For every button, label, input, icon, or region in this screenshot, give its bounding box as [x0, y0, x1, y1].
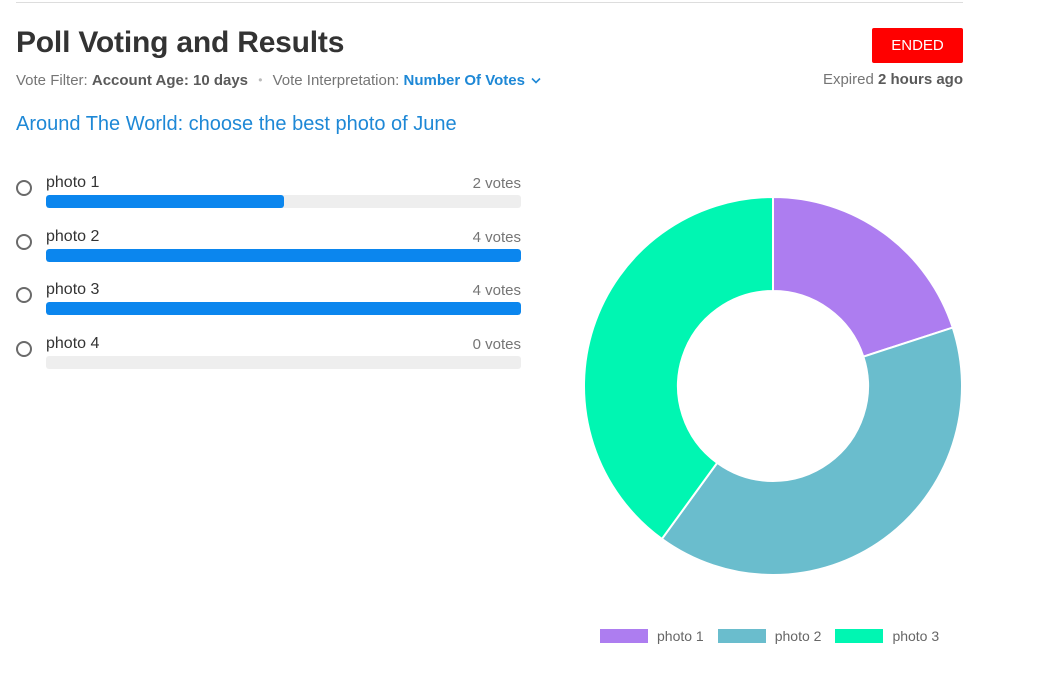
results-donut-chart [584, 197, 962, 575]
poll-option-photo-2[interactable]: photo 2 4 votes [16, 225, 522, 279]
option-votes: 4 votes [472, 228, 521, 246]
status-badge: ENDED [872, 28, 963, 63]
vote-bar-fill [46, 302, 521, 315]
vote-bar-track [46, 355, 521, 369]
donut-slice-photo-2 [660, 326, 962, 575]
poll-option-photo-1[interactable]: photo 1 2 votes [16, 171, 522, 225]
poll-options: photo 1 2 votes photo 2 4 votes photo 3 … [16, 171, 522, 385]
legend-swatch [600, 629, 648, 643]
radio-icon[interactable] [16, 340, 32, 357]
option-votes: 0 votes [472, 335, 521, 353]
expiry-value: 2 hours ago [877, 71, 963, 88]
vote-bar-fill [46, 195, 284, 208]
vote-filter-value: Account Age: 10 days [91, 72, 249, 89]
legend-item[interactable]: photo 2 [717, 628, 822, 644]
option-votes: 2 votes [472, 175, 521, 192]
option-label: photo 1 [46, 174, 100, 191]
chart-legend: photo 1 photo 2 photo 3 [600, 626, 953, 646]
option-label: photo 4 [46, 334, 100, 352]
expiry-prefix: Expired [822, 71, 874, 88]
vote-interpretation-dropdown[interactable]: Number Of Votes [404, 72, 541, 89]
poll-meta: Vote Filter: Account Age: 10 days • Vote… [16, 71, 541, 89]
vote-bar-track [46, 248, 521, 262]
vote-interpretation-value: Number Of Votes [403, 72, 525, 89]
legend-label: photo 2 [774, 628, 822, 644]
poll-option-photo-4[interactable]: photo 4 0 votes [16, 332, 522, 386]
option-votes: 4 votes [472, 282, 521, 299]
vote-bar-track [46, 302, 521, 315]
donut-slice-photo-3 [584, 197, 774, 541]
vote-bar-track [46, 195, 521, 208]
vote-filter-label: Vote Filter: [16, 72, 88, 89]
poll-option-photo-3[interactable]: photo 3 4 votes [16, 278, 522, 332]
legend-label: photo 1 [657, 628, 704, 644]
vote-interpretation-label: Vote Interpretation: [272, 72, 400, 89]
legend-swatch [835, 629, 884, 643]
legend-item[interactable]: photo 3 [835, 628, 939, 644]
poll-question: Around The World: choose the best photo … [16, 113, 457, 135]
radio-icon[interactable] [16, 233, 32, 250]
radio-icon[interactable] [16, 287, 32, 303]
chevron-down-icon [531, 71, 541, 88]
legend-swatch [717, 629, 766, 643]
legend-item[interactable]: photo 1 [600, 628, 704, 644]
donut-slice-photo-1 [772, 197, 955, 358]
page-title: Poll Voting and Results [16, 26, 345, 59]
vote-bar-fill [46, 248, 521, 262]
legend-label: photo 3 [892, 628, 940, 644]
option-label: photo 2 [46, 227, 100, 245]
expiry-info: Expired 2 hours ago [823, 71, 963, 88]
option-label: photo 3 [46, 281, 100, 298]
top-divider [16, 2, 963, 3]
separator-dot-icon: • [258, 73, 263, 87]
radio-icon[interactable] [16, 180, 32, 196]
